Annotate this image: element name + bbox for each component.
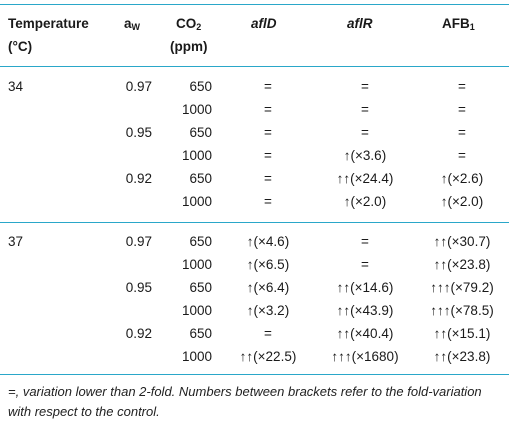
table-cell-co2: 1000 xyxy=(181,148,212,163)
table-cell-afld: = xyxy=(264,125,272,140)
header-aflr: aflR xyxy=(347,16,373,31)
table-cell-afb: ↑↑↑(×79.2) xyxy=(430,280,494,295)
table-cell-temp: 37 xyxy=(8,234,24,249)
table-cell-afld: ↑(×6.4) xyxy=(246,280,290,295)
table-cell-co2: 1000 xyxy=(181,303,212,318)
header-temperature-unit: (°C) xyxy=(8,39,33,54)
table-cell-aflr: ↑(×2.0) xyxy=(343,194,387,209)
table-cell-aw: 0.97 xyxy=(125,234,152,249)
table-cell-afld: ↑(×3.2) xyxy=(246,303,290,318)
table-cell-aflr: = xyxy=(361,79,369,94)
table-cell-afb: ↑(×2.0) xyxy=(440,194,484,209)
table-cell-aflr: ↑↑(×24.4) xyxy=(336,171,394,186)
table-cell-afb: = xyxy=(458,79,466,94)
table-cell-aflr: ↑↑(×40.4) xyxy=(336,326,394,341)
header-afb1: AFB1 xyxy=(442,16,475,32)
table-cell-aflr: = xyxy=(361,234,369,249)
table-bottom-rule xyxy=(0,374,509,375)
header-afld: aflD xyxy=(251,16,277,31)
table-cell-co2: 650 xyxy=(189,125,212,140)
table-top-rule xyxy=(0,4,509,5)
table-cell-aw: 0.92 xyxy=(125,326,152,341)
table-cell-aflr: ↑↑(×43.9) xyxy=(336,303,394,318)
table-cell-aw: 0.92 xyxy=(125,171,152,186)
table-cell-afb: = xyxy=(458,125,466,140)
table-cell-aflr: = xyxy=(361,125,369,140)
header-co2-unit: (ppm) xyxy=(170,39,208,54)
table-cell-co2: 650 xyxy=(189,280,212,295)
table-cell-aflr: ↑↑↑(×1680) xyxy=(331,349,399,364)
table-cell-afld: = xyxy=(264,79,272,94)
table-cell-aflr: ↑↑(×14.6) xyxy=(336,280,394,295)
table-cell-aflr: = xyxy=(361,102,369,117)
table-cell-aflr: ↑(×3.6) xyxy=(343,148,387,163)
table-cell-afld: = xyxy=(264,194,272,209)
table-cell-temp: 34 xyxy=(8,79,24,94)
table-cell-afb: = xyxy=(458,148,466,163)
table-cell-co2: 650 xyxy=(189,234,212,249)
header-temperature: Temperature xyxy=(8,16,89,31)
table-cell-co2: 650 xyxy=(189,79,212,94)
header-aw: aW xyxy=(124,16,141,32)
table-cell-co2: 1000 xyxy=(181,349,212,364)
table-cell-afb: ↑↑(×30.7) xyxy=(433,234,491,249)
table-cell-aw: 0.95 xyxy=(125,125,152,140)
table-cell-afld: = xyxy=(264,171,272,186)
table-cell-afb: ↑↑(×23.8) xyxy=(433,257,491,272)
group-divider-rule xyxy=(0,222,509,223)
table-cell-co2: 650 xyxy=(189,171,212,186)
table-cell-afld: = xyxy=(264,148,272,163)
table-cell-co2: 1000 xyxy=(181,194,212,209)
table-cell-aflr: = xyxy=(361,257,369,272)
table-cell-aw: 0.97 xyxy=(125,79,152,94)
table-cell-afb: ↑↑(×23.8) xyxy=(433,349,491,364)
table-cell-afb: ↑↑↑(×78.5) xyxy=(430,303,494,318)
table-cell-co2: 1000 xyxy=(181,257,212,272)
table-cell-afld: ↑(×6.5) xyxy=(246,257,290,272)
table-cell-afb: ↑(×2.6) xyxy=(440,171,484,186)
footnote: =, variation lower than 2-fold. Numbers … xyxy=(8,384,482,419)
table-cell-afb: ↑↑(×15.1) xyxy=(433,326,491,341)
header-bottom-rule xyxy=(0,66,509,67)
header-co2: CO2 xyxy=(176,16,202,32)
table-cell-afld: ↑(×4.6) xyxy=(246,234,290,249)
table-cell-afld: = xyxy=(264,326,272,341)
table-cell-co2: 650 xyxy=(189,326,212,341)
table-cell-co2: 1000 xyxy=(181,102,212,117)
table-cell-afld: = xyxy=(264,102,272,117)
table-cell-afb: = xyxy=(458,102,466,117)
table-cell-aw: 0.95 xyxy=(125,280,152,295)
table-cell-afld: ↑↑(×22.5) xyxy=(239,349,297,364)
